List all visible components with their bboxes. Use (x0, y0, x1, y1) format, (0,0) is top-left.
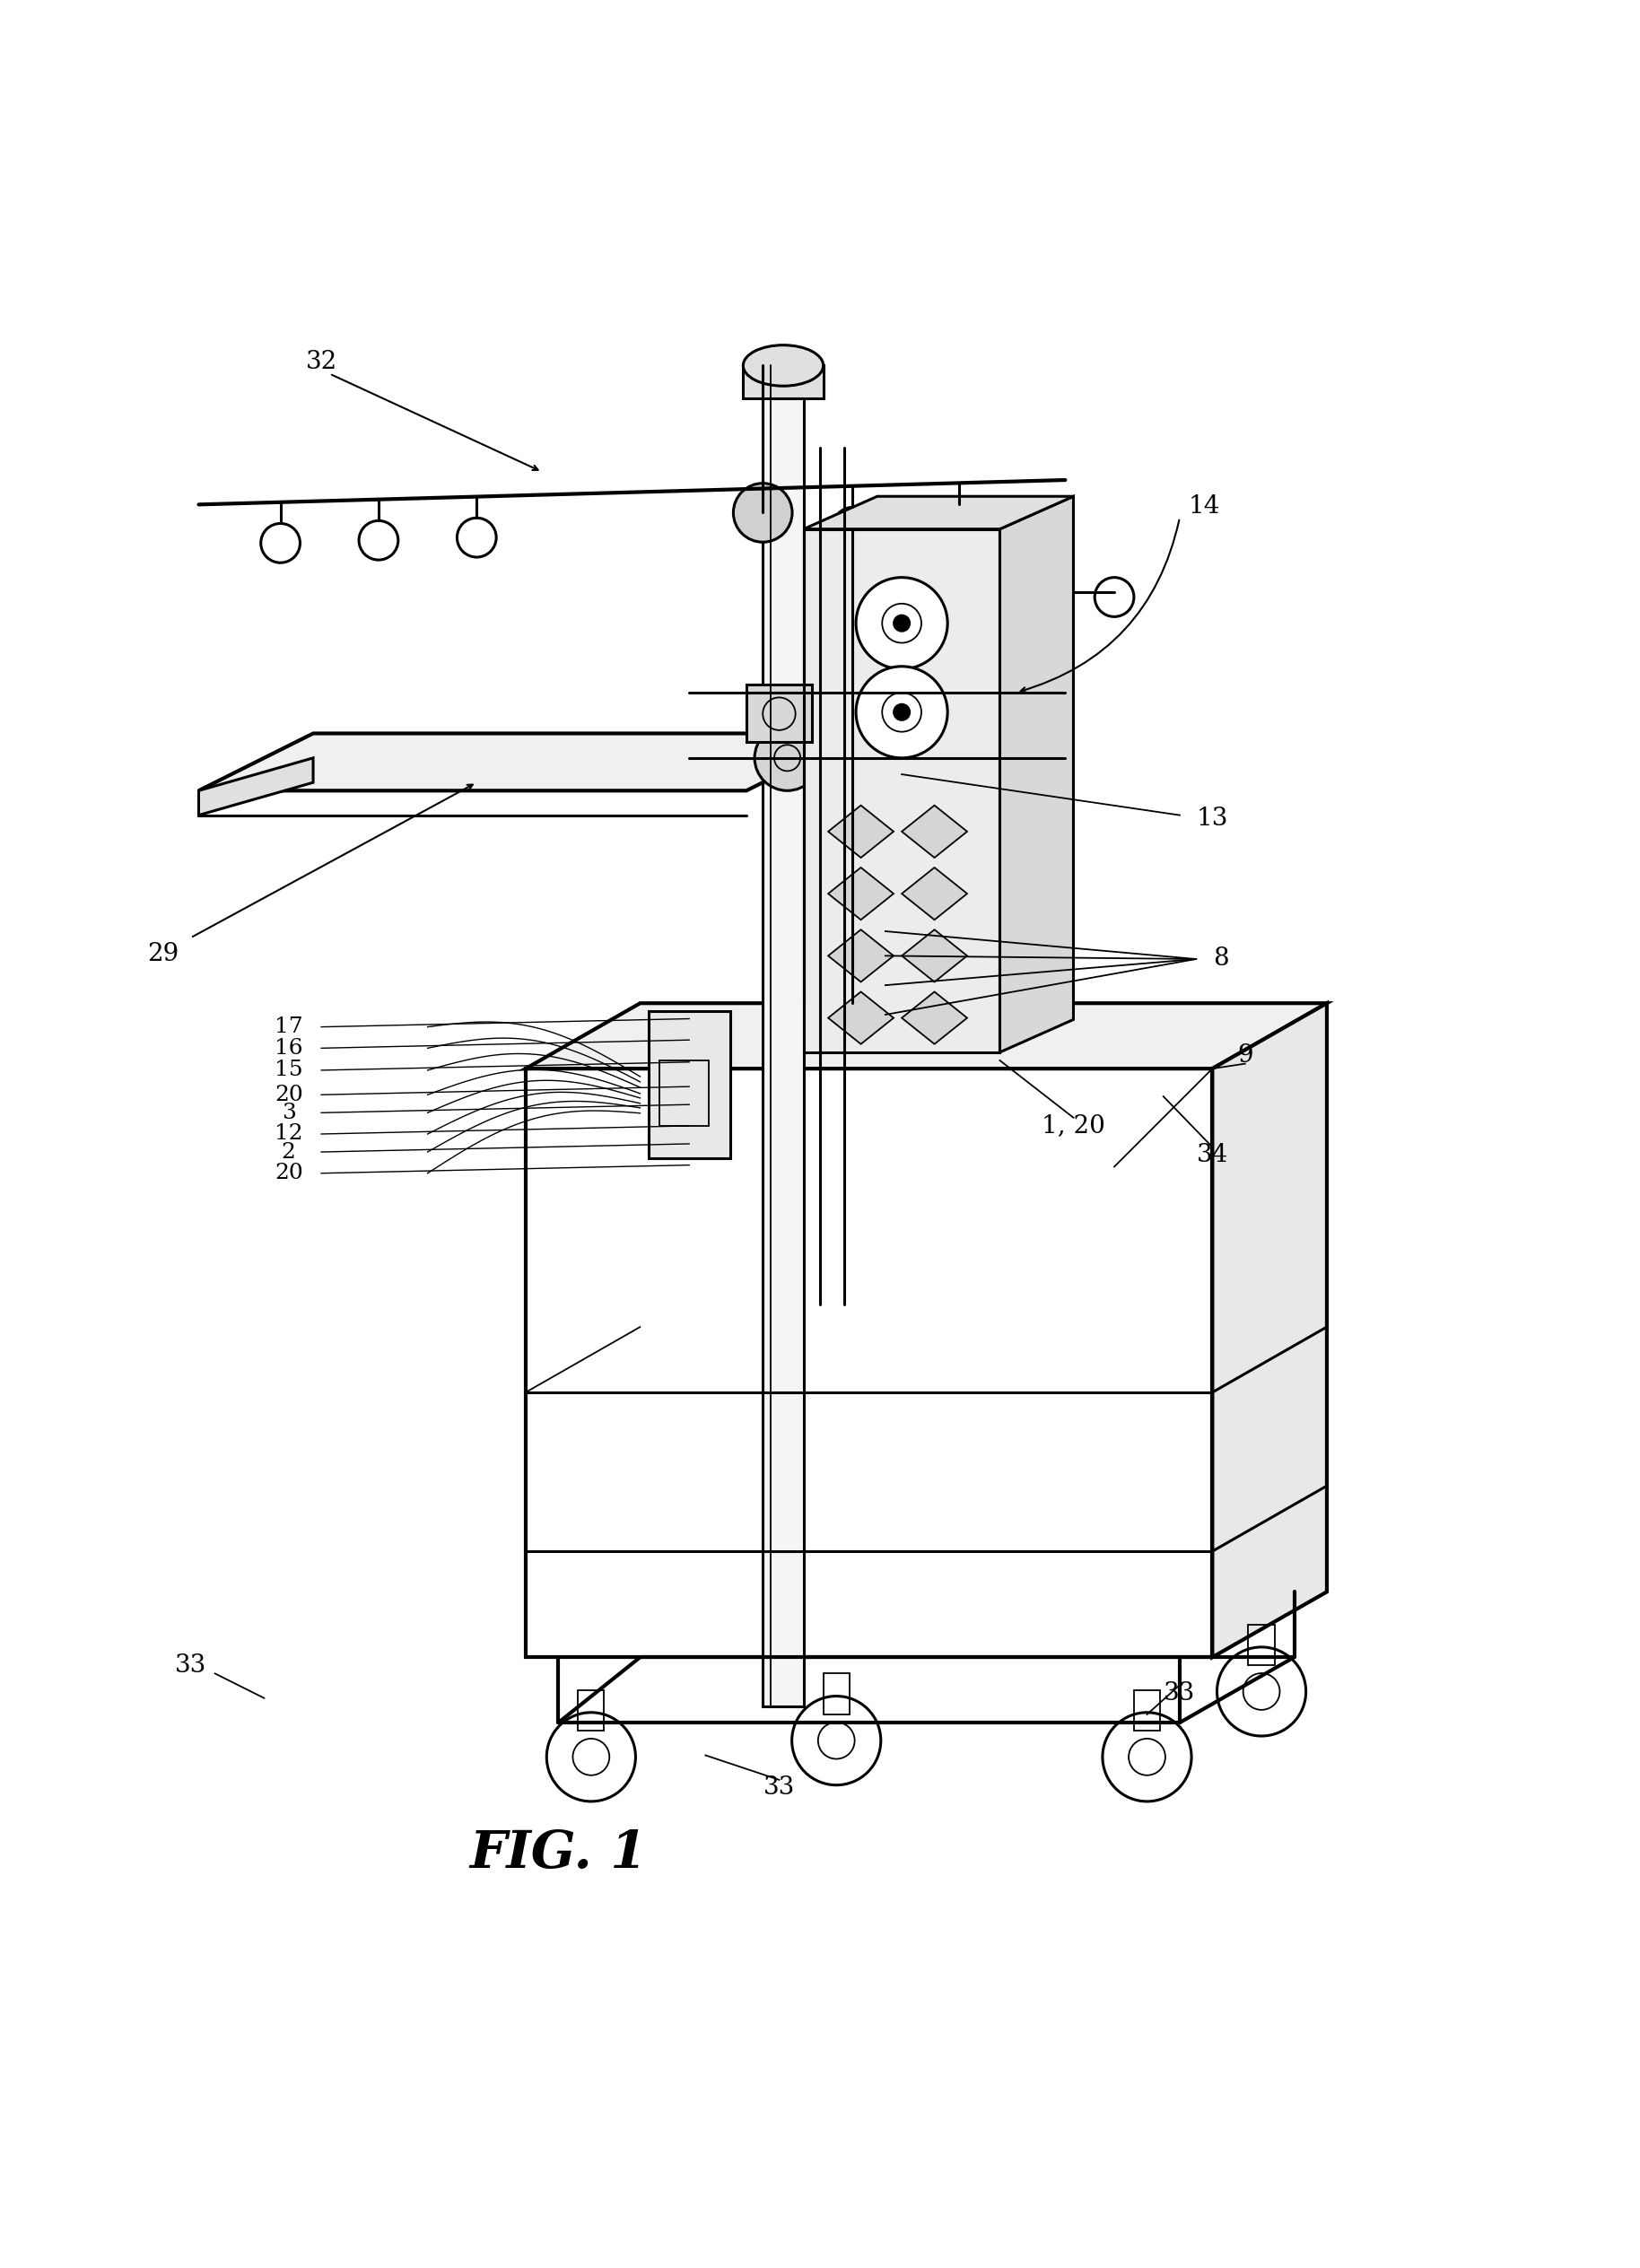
Polygon shape (828, 866, 894, 921)
Text: FIG. 1: FIG. 1 (469, 1828, 648, 1878)
Polygon shape (828, 991, 894, 1043)
Bar (648, 1012, 730, 1159)
Polygon shape (902, 805, 968, 857)
Polygon shape (1000, 497, 1074, 1052)
Polygon shape (902, 930, 968, 982)
Text: 17: 17 (274, 1016, 303, 1036)
Bar (804, 528, 1000, 1052)
Text: 8: 8 (1212, 948, 1228, 971)
Text: 20: 20 (274, 1084, 303, 1105)
Circle shape (856, 578, 948, 669)
Bar (526, 1068, 1212, 1658)
Bar (659, 1061, 708, 1125)
Ellipse shape (743, 345, 823, 386)
Circle shape (733, 483, 792, 542)
Text: 1, 20: 1, 20 (1041, 1114, 1105, 1139)
Text: 20: 20 (274, 1163, 303, 1184)
Text: 13: 13 (1197, 807, 1228, 830)
Bar (1133, 1690, 1159, 1730)
Polygon shape (902, 866, 968, 921)
Circle shape (754, 726, 820, 792)
Text: 29: 29 (148, 941, 179, 966)
Bar (763, 365, 804, 1706)
Bar (746, 685, 812, 742)
Circle shape (894, 615, 910, 631)
Text: 12: 12 (274, 1123, 303, 1145)
Text: 32: 32 (305, 349, 338, 374)
Circle shape (894, 703, 910, 721)
Polygon shape (198, 758, 313, 814)
Polygon shape (828, 930, 894, 982)
Text: 15: 15 (274, 1059, 303, 1080)
Polygon shape (1212, 1002, 1327, 1658)
Polygon shape (526, 1002, 1327, 1068)
Polygon shape (902, 991, 968, 1043)
Text: 14: 14 (1189, 494, 1220, 519)
Polygon shape (198, 733, 861, 792)
Text: 16: 16 (274, 1039, 303, 1059)
Text: 34: 34 (1197, 1143, 1228, 1168)
Text: 33: 33 (175, 1653, 207, 1678)
Text: 33: 33 (1164, 1681, 1196, 1706)
Text: 3: 3 (282, 1102, 295, 1123)
Bar (823, 1674, 850, 1715)
Text: 2: 2 (282, 1141, 295, 1161)
Bar (1248, 1624, 1274, 1665)
Polygon shape (743, 365, 823, 399)
Text: 9: 9 (1237, 1043, 1253, 1068)
Polygon shape (804, 497, 1074, 528)
Polygon shape (828, 805, 894, 857)
Text: 33: 33 (763, 1776, 795, 1801)
Bar (577, 1690, 604, 1730)
Circle shape (856, 667, 948, 758)
